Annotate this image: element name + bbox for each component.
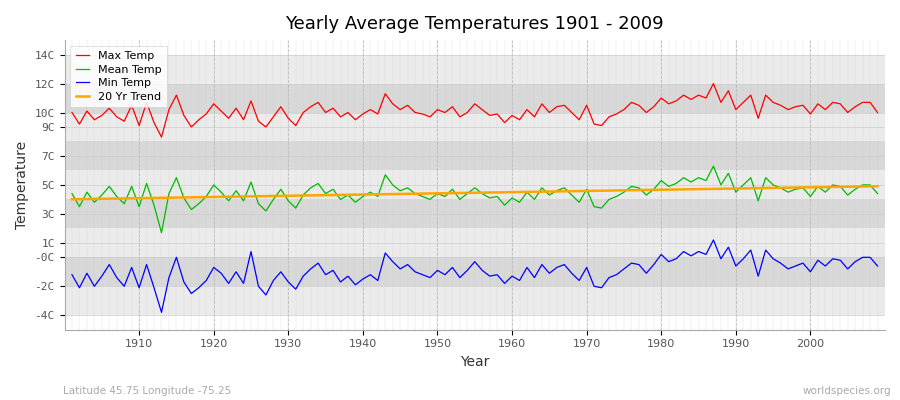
20 Yr Trend [872, 184, 883, 189]
Mean Temp [126, 184, 137, 189]
20 Yr Trend [291, 193, 302, 198]
Legend: Max Temp, Mean Temp, Min Temp, 20 Yr Trend: Max Temp, Mean Temp, Min Temp, 20 Yr Tre… [70, 46, 167, 107]
Mean Temp [156, 230, 166, 235]
Mean Temp [708, 164, 719, 168]
20 Yr Trend [67, 197, 77, 202]
Mean Temp [507, 196, 517, 200]
Min Temp [872, 264, 883, 268]
Mean Temp [604, 197, 615, 202]
Max Temp [514, 117, 525, 122]
Max Temp [298, 110, 309, 115]
Text: Latitude 45.75 Longitude -75.25: Latitude 45.75 Longitude -75.25 [63, 386, 231, 396]
Max Temp [67, 110, 77, 115]
Line: Min Temp: Min Temp [72, 240, 878, 312]
Max Temp [507, 113, 517, 118]
Max Temp [343, 110, 354, 115]
Mean Temp [343, 193, 354, 198]
Min Temp [67, 272, 77, 277]
Min Temp [343, 274, 354, 278]
Max Temp [872, 110, 883, 115]
Mean Temp [514, 200, 525, 205]
20 Yr Trend [596, 188, 607, 193]
X-axis label: Year: Year [460, 355, 490, 369]
Min Temp [156, 310, 166, 315]
Bar [65, 84, 885, 112]
20 Yr Trend [335, 192, 346, 197]
Y-axis label: Temperature: Temperature [15, 141, 29, 229]
Bar [65, 257, 885, 286]
Max Temp [126, 103, 137, 108]
Max Temp [156, 135, 166, 140]
Title: Yearly Average Temperatures 1901 - 2009: Yearly Average Temperatures 1901 - 2009 [285, 15, 664, 33]
Min Temp [708, 238, 719, 242]
20 Yr Trend [126, 196, 137, 201]
Max Temp [708, 81, 719, 86]
Mean Temp [872, 191, 883, 196]
Bar [65, 142, 885, 170]
20 Yr Trend [500, 190, 510, 195]
Min Temp [507, 274, 517, 278]
Max Temp [604, 114, 615, 119]
Line: Mean Temp: Mean Temp [72, 166, 878, 233]
Text: worldspecies.org: worldspecies.org [803, 386, 891, 396]
Bar [65, 199, 885, 228]
Line: 20 Yr Trend: 20 Yr Trend [72, 186, 878, 199]
Line: Max Temp: Max Temp [72, 84, 878, 137]
Bar [65, 112, 885, 142]
Mean Temp [298, 193, 309, 198]
20 Yr Trend [507, 190, 517, 194]
Bar [65, 54, 885, 84]
Mean Temp [67, 191, 77, 196]
Min Temp [514, 278, 525, 283]
Bar [65, 228, 885, 257]
Min Temp [126, 265, 137, 270]
Bar [65, 170, 885, 199]
Bar [65, 286, 885, 315]
Min Temp [604, 275, 615, 280]
Min Temp [298, 274, 309, 278]
